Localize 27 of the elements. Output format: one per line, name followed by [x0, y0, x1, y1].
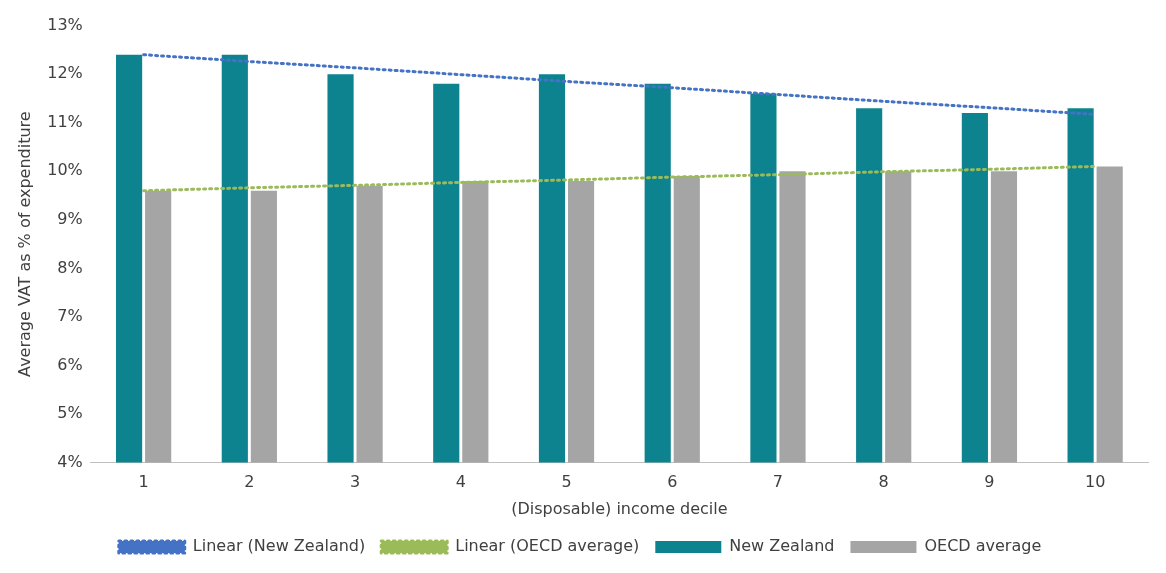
legend-label: Linear (New Zealand) — [192, 536, 366, 556]
legend-label: OECD average — [924, 536, 1042, 556]
y-tick-label: 9% — [57, 208, 83, 228]
line-series — [142, 164, 1097, 193]
x-tick-label: 1 — [138, 472, 149, 492]
x-tick-label: 3 — [349, 472, 361, 492]
x-tick-label: 7 — [772, 472, 784, 492]
x-tick-label: 10 — [1084, 472, 1106, 492]
x-tick-label: 8 — [878, 472, 889, 492]
legend-label: New Zealand — [729, 536, 835, 556]
y-tick-label: 8% — [57, 257, 83, 277]
x-axis-title: (Disposable) income decile — [511, 498, 728, 518]
x-tick-label: 6 — [667, 472, 678, 492]
legend-label: Linear (OECD average) — [455, 536, 640, 556]
x-tick-label: 5 — [561, 472, 572, 492]
y-tick-label: 10% — [47, 160, 83, 180]
y-tick-label: 7% — [57, 306, 83, 326]
y-tick-label: 6% — [57, 354, 83, 374]
y-tick-label: 11% — [47, 111, 83, 131]
x-tick-label: 4 — [455, 472, 466, 492]
y-tick-label: 12% — [47, 63, 83, 83]
x-tick-label: 9 — [984, 472, 995, 492]
y-tick-label: 5% — [57, 403, 83, 423]
y-axis-title: Average VAT as % of expenditure — [14, 111, 34, 377]
y-tick-label: 13% — [47, 14, 83, 34]
x-tick-label: 2 — [244, 472, 255, 492]
y-tick-label: 4% — [57, 451, 83, 471]
